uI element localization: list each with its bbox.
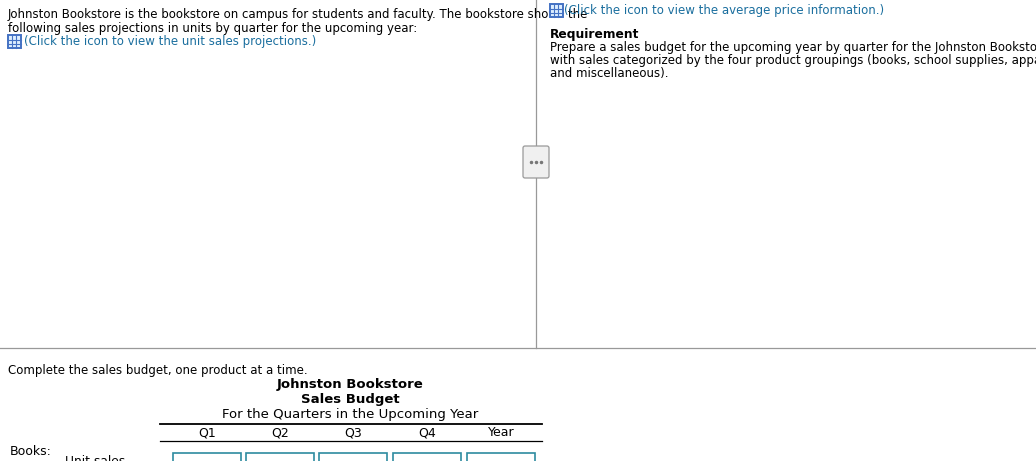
FancyBboxPatch shape (523, 146, 549, 178)
Text: Complete the sales budget, one product at a time.: Complete the sales budget, one product a… (8, 364, 308, 377)
Bar (319, 453, 387, 461)
Bar (246, 453, 314, 461)
Text: Unit sales: Unit sales (65, 455, 125, 461)
Text: Books:: Books: (10, 445, 52, 458)
Bar (549, 5, 563, 18)
Text: Johnston Bookstore is the bookstore on campus for students and faculty. The book: Johnston Bookstore is the bookstore on c… (8, 8, 588, 21)
Bar (467, 453, 535, 461)
Text: Sales Budget: Sales Budget (300, 393, 399, 406)
Text: Q3: Q3 (344, 426, 362, 439)
Text: Q4: Q4 (419, 426, 436, 439)
Text: and miscellaneous).: and miscellaneous). (550, 67, 668, 80)
Text: Johnston Bookstore: Johnston Bookstore (277, 378, 424, 391)
Text: (Click the icon to view the average price information.): (Click the icon to view the average pric… (564, 5, 884, 18)
Bar (7, 35, 21, 48)
Bar (173, 453, 241, 461)
Text: Q2: Q2 (271, 426, 289, 439)
Text: (Click the icon to view the unit sales projections.): (Click the icon to view the unit sales p… (24, 35, 316, 48)
Text: For the Quarters in the Upcoming Year: For the Quarters in the Upcoming Year (222, 408, 479, 421)
Text: Year: Year (488, 426, 514, 439)
Text: Prepare a sales budget for the upcoming year by quarter for the Johnston Booksto: Prepare a sales budget for the upcoming … (550, 41, 1036, 54)
Text: Requirement: Requirement (550, 28, 639, 41)
Text: with sales categorized by the four product groupings (books, school supplies, ap: with sales categorized by the four produ… (550, 54, 1036, 67)
Text: following sales projections in units by quarter for the upcoming year:: following sales projections in units by … (8, 22, 418, 35)
Bar (393, 453, 461, 461)
Text: Q1: Q1 (198, 426, 215, 439)
